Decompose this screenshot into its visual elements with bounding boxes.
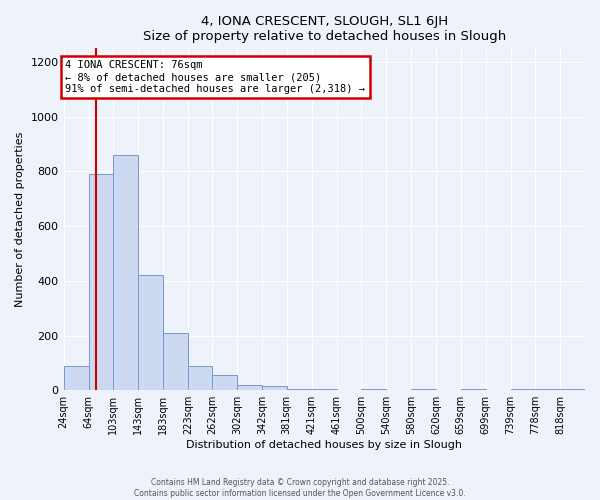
Bar [411,389,436,390]
Bar [262,386,287,390]
Bar [560,389,585,390]
X-axis label: Distribution of detached houses by size in Slough: Distribution of detached houses by size … [186,440,462,450]
Y-axis label: Number of detached properties: Number of detached properties [15,132,25,307]
Text: 4 IONA CRESCENT: 76sqm
← 8% of detached houses are smaller (205)
91% of semi-det: 4 IONA CRESCENT: 76sqm ← 8% of detached … [65,60,365,94]
Bar [287,389,312,390]
Bar [238,384,262,390]
Bar [89,174,113,390]
Bar [138,276,163,390]
Bar [361,389,386,390]
Bar [511,389,535,390]
Title: 4, IONA CRESCENT, SLOUGH, SL1 6JH
Size of property relative to detached houses i: 4, IONA CRESCENT, SLOUGH, SL1 6JH Size o… [143,15,506,43]
Bar [64,366,89,390]
Bar [312,389,337,390]
Text: Contains HM Land Registry data © Crown copyright and database right 2025.
Contai: Contains HM Land Registry data © Crown c… [134,478,466,498]
Bar [163,333,188,390]
Bar [535,389,560,390]
Bar [461,389,485,390]
Bar [188,366,212,390]
Bar [113,155,138,390]
Bar [212,375,238,390]
